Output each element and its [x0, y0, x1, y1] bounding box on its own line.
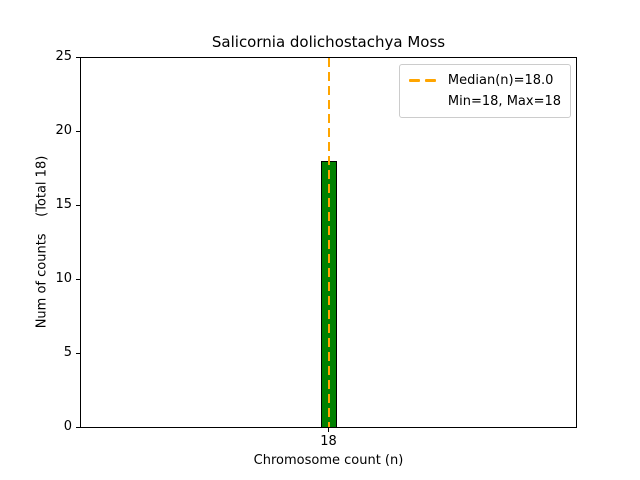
- chart-title: Salicornia dolichostachya Moss: [211, 33, 446, 51]
- legend-minmax-label: Min=18, Max=18: [447, 94, 561, 109]
- legend-empty-handle: [409, 100, 437, 103]
- legend-median-label: Median(n)=18.0: [447, 73, 554, 88]
- ytick-label-10: 10: [55, 271, 72, 286]
- xtick-label-18: 18: [320, 434, 337, 449]
- ytick-mark: [76, 205, 80, 206]
- y-axis-label: Num of counts (Total 18): [34, 155, 50, 329]
- ytick-mark: [76, 427, 80, 428]
- ytick-label-15: 15: [55, 197, 72, 212]
- legend: Median(n)=18.0 Min=18, Max=18: [398, 64, 571, 118]
- xtick-mark: [328, 428, 329, 432]
- ytick-label-5: 5: [63, 345, 72, 360]
- ytick-label-0: 0: [63, 419, 72, 434]
- ytick-mark: [76, 131, 80, 132]
- ytick-mark: [76, 57, 80, 58]
- ytick-label-20: 20: [55, 123, 72, 138]
- plot-area: Median(n)=18.0 Min=18, Max=18: [80, 57, 577, 428]
- median-dash-icon: [408, 79, 437, 82]
- legend-entry-minmax: Min=18, Max=18: [409, 91, 561, 112]
- legend-entry-median: Median(n)=18.0: [408, 70, 561, 91]
- ytick-mark: [76, 353, 80, 354]
- median-line: [328, 58, 330, 427]
- ytick-mark: [76, 279, 80, 280]
- ytick-label-25: 25: [55, 49, 72, 64]
- x-axis-label: Chromosome count (n): [253, 453, 404, 468]
